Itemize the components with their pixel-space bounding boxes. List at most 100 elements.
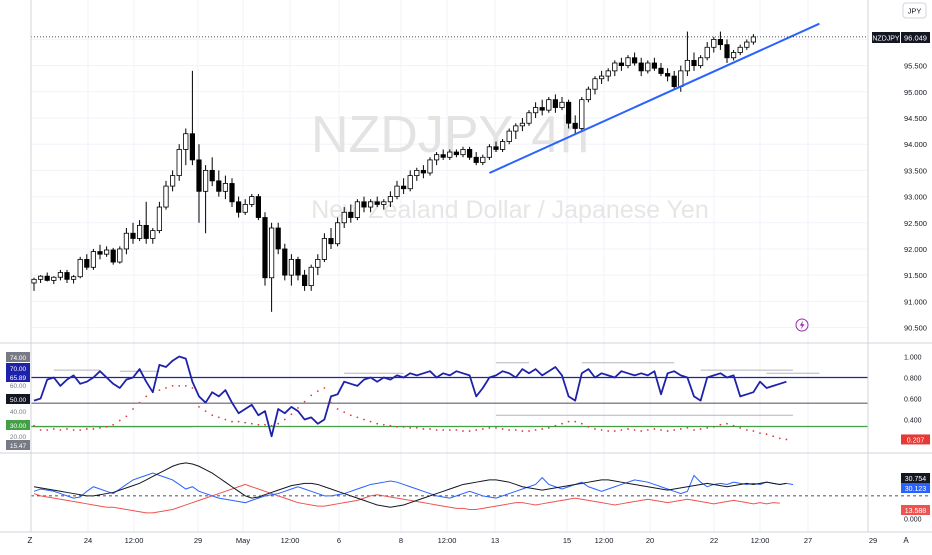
candle-body [480, 156, 486, 163]
candle-body [328, 238, 334, 245]
candle-body [255, 196, 262, 218]
candle-body [387, 196, 394, 203]
candle-body [282, 248, 288, 276]
indicator-dot [627, 428, 629, 430]
indicator-dot [726, 422, 728, 425]
price-tick-label: 95.500 [904, 62, 927, 71]
indicator-dot [468, 430, 471, 432]
candle-body [183, 133, 189, 150]
dmi-value-text: 13.588 [905, 508, 927, 515]
time-tick-label: 22 [710, 536, 718, 545]
time-tick-label: 24 [84, 536, 92, 545]
indicator-dot [66, 428, 68, 430]
di-minus-line [33, 483, 780, 514]
indicator-dot [686, 427, 689, 429]
indicator-dot [752, 430, 755, 432]
indicator-dot [125, 415, 128, 418]
time-tick-label: 12:00 [125, 536, 144, 545]
trendline[interactable] [488, 22, 820, 174]
candle-body [196, 159, 202, 192]
dmi-axis-tick: 0.000 [904, 517, 922, 524]
indicator-dot [547, 427, 550, 429]
indicator-rsi-panel[interactable] [31, 355, 868, 441]
indicator-dot [145, 395, 148, 398]
candle-body [506, 130, 512, 142]
price-tick-label: 93.000 [904, 193, 927, 202]
candle-body [559, 101, 565, 108]
candle-body [275, 227, 281, 250]
indicator-dot [409, 427, 412, 429]
left-value-text: 50.00 [10, 397, 27, 404]
candle-body [295, 259, 301, 276]
rsi-axis-tick: 1.000 [904, 355, 922, 362]
candle-body [90, 251, 96, 268]
candle-body [684, 59, 691, 72]
price-tick-label: 91.500 [904, 271, 927, 280]
indicator-dot [402, 425, 405, 428]
indicator-dot [310, 394, 313, 397]
price-tick-label: 91.000 [904, 297, 927, 306]
indicator-dot [250, 422, 253, 425]
candle-body [97, 251, 103, 255]
indicator-dot [501, 428, 504, 430]
candle-body [453, 151, 460, 156]
indicator-dot [620, 429, 623, 431]
indicator-dot [283, 418, 286, 421]
candle-body [374, 201, 380, 205]
candle-body [104, 249, 110, 255]
left-value-badge [6, 352, 30, 362]
candle-body [625, 57, 631, 67]
candle-body [618, 62, 625, 67]
indicator-dot [389, 424, 392, 427]
time-axis[interactable]: 24 12:00 29 May 12:00 6 8 12:00 13 15 12:00 20 22 12:… [84, 536, 877, 545]
left-value-text: 40.00 [10, 409, 27, 416]
price-tick-label: 92.000 [904, 245, 927, 254]
currency-button[interactable]: JPY [902, 2, 927, 19]
candle-body [737, 46, 743, 53]
indicator-dot [693, 429, 695, 431]
svg-text:96.049: 96.049 [904, 34, 927, 43]
indicator-dot [303, 400, 306, 403]
candle-body [367, 201, 374, 208]
candle-body [209, 169, 215, 182]
candle-body [744, 41, 750, 48]
candle-body [605, 70, 611, 77]
indicator-dot [653, 428, 656, 430]
time-tick-label: 12:00 [595, 536, 614, 545]
candle-body [71, 276, 77, 280]
indicator-dot [85, 428, 88, 430]
indicator-dot [198, 406, 200, 408]
candlestick-series[interactable] [31, 31, 757, 312]
candle-body [123, 232, 129, 250]
indicator-dot [514, 429, 517, 431]
candle-body [499, 141, 506, 150]
indicator-dot [237, 420, 240, 423]
indicator-dot [481, 428, 484, 430]
indicator-dmi-panel[interactable] [31, 462, 930, 514]
candle-body [321, 238, 328, 260]
indicator-dot [264, 423, 266, 426]
indicator-dot [640, 430, 643, 432]
lightning-icon[interactable] [795, 318, 809, 332]
auto-scale-button[interactable]: A [903, 536, 909, 545]
left-value-text: 30.00 [10, 423, 27, 430]
indicator-dot [719, 423, 722, 426]
candle-body [169, 175, 176, 187]
time-tick-label: 12:00 [281, 536, 300, 545]
indicator-dot [184, 385, 187, 387]
candle-body [750, 36, 757, 43]
candle-body [301, 274, 308, 287]
timezone-corner-label[interactable]: Z [28, 536, 33, 545]
candle-body [731, 52, 737, 59]
candle-body [632, 57, 638, 64]
left-value-badge [6, 363, 30, 373]
candle-body [414, 169, 420, 177]
indicator-dot [217, 416, 220, 419]
indicator-dot [244, 421, 247, 424]
indicator-dot [785, 438, 788, 441]
indicator-rsi-axis[interactable]: 1.000 0.800 0.600 0.400 0.207 [901, 355, 930, 445]
indicator-dot [79, 429, 82, 431]
